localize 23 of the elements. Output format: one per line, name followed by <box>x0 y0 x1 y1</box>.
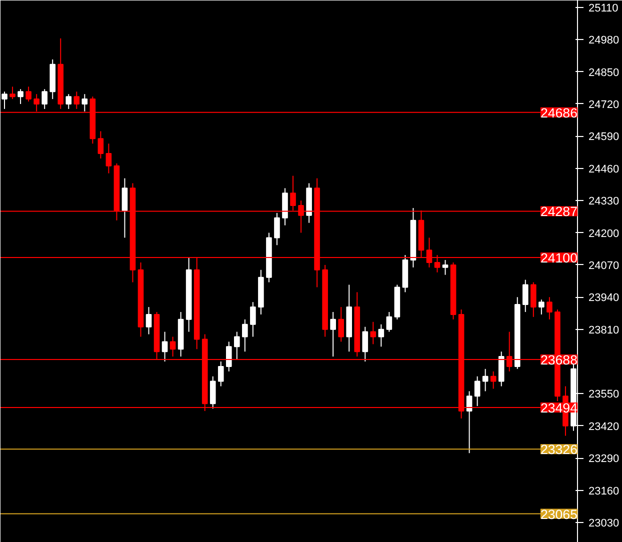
ref-line-label: 23326 <box>540 442 578 458</box>
y-tick-label: 24590 <box>588 131 620 144</box>
ref-line-label: 23494 <box>540 400 578 416</box>
y-tick-label: 23160 <box>588 485 620 498</box>
ref-line-label: 24100 <box>540 250 578 266</box>
y-tick-label: 24330 <box>588 196 620 208</box>
ref-line-label: 23688 <box>540 352 578 368</box>
y-tick-label: 24720 <box>588 98 620 111</box>
y-tick-label: 24850 <box>588 66 620 79</box>
y-tick-label: 23550 <box>588 388 620 401</box>
ref-line-label: 23065 <box>540 506 578 522</box>
ref-line-label: 24287 <box>540 204 578 220</box>
y-tick-label: 24980 <box>588 34 620 47</box>
y-tick-label: 24460 <box>588 163 620 176</box>
y-tick-label: 23940 <box>588 292 620 304</box>
y-tick-label: 23030 <box>588 517 620 530</box>
y-tick-label: 24200 <box>588 228 620 240</box>
y-tick-label: 24070 <box>588 260 620 272</box>
y-tick-label: 23290 <box>588 453 620 466</box>
ref-line-label: 24686 <box>540 105 578 120</box>
y-tick-label: 25110 <box>588 2 618 14</box>
y-tick-label: 23420 <box>588 420 620 433</box>
y-tick-label: 23810 <box>588 324 620 336</box>
